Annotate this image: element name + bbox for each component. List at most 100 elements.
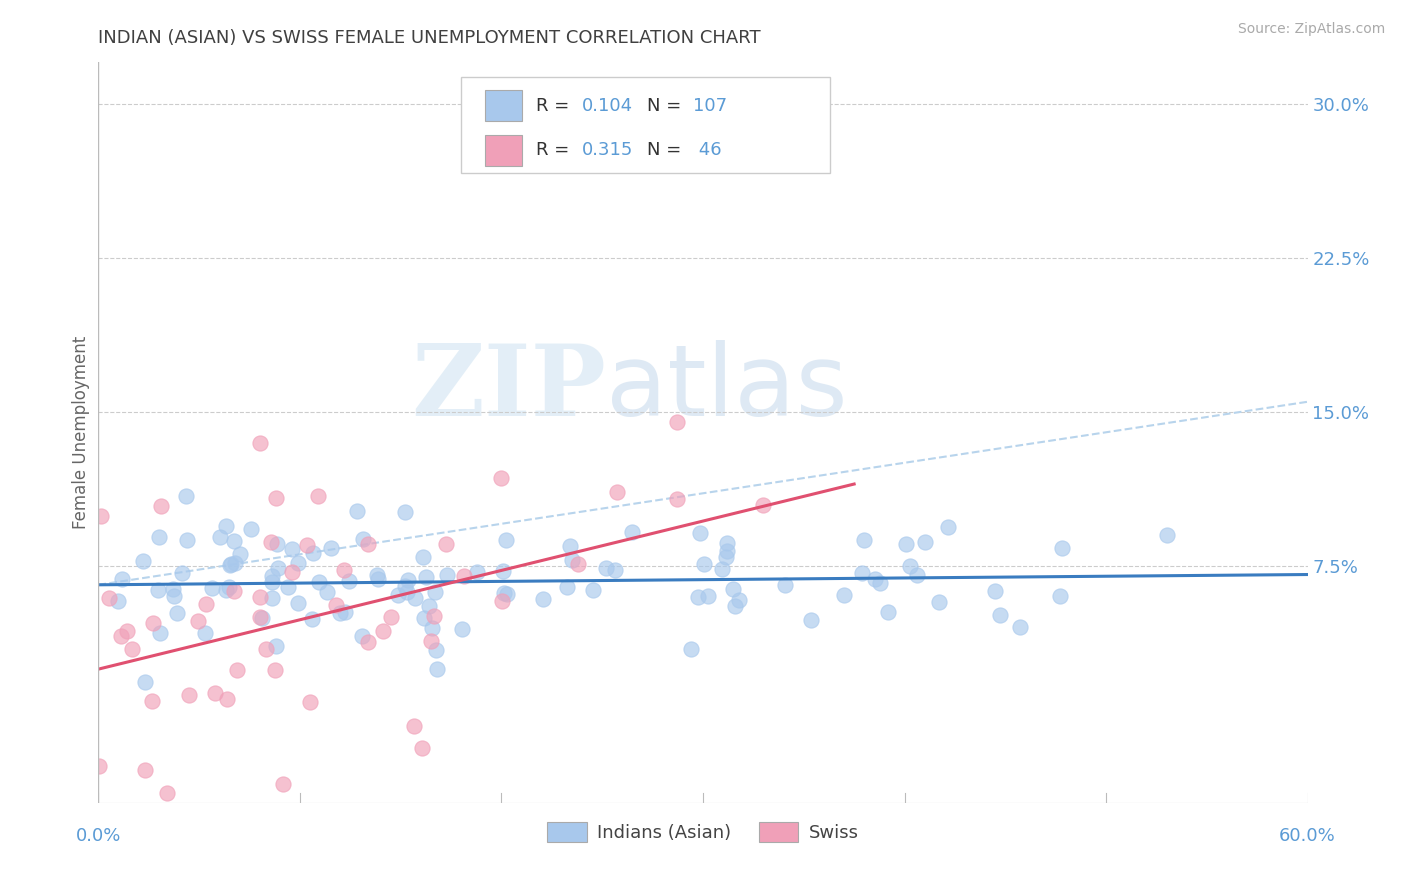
Point bbox=[853, 533, 876, 547]
Point bbox=[134, 763, 156, 777]
Point bbox=[555, 580, 578, 594]
Text: INDIAN (ASIAN) VS SWISS FEMALE UNEMPLOYMENT CORRELATION CHART: INDIAN (ASIAN) VS SWISS FEMALE UNEMPLOYM… bbox=[98, 29, 761, 47]
Point bbox=[561, 553, 583, 567]
Point bbox=[495, 586, 517, 600]
Point bbox=[413, 611, 436, 625]
Point bbox=[367, 572, 389, 586]
Point bbox=[415, 569, 437, 583]
FancyBboxPatch shape bbox=[485, 90, 522, 121]
Text: atlas: atlas bbox=[606, 340, 848, 437]
Point bbox=[307, 489, 329, 503]
Point bbox=[412, 549, 434, 564]
Point bbox=[224, 556, 246, 570]
Point bbox=[716, 549, 738, 564]
Point bbox=[721, 582, 744, 596]
Point bbox=[141, 615, 163, 630]
Point bbox=[325, 598, 347, 612]
Point bbox=[115, 624, 138, 639]
Point bbox=[422, 621, 444, 635]
Point bbox=[267, 560, 290, 574]
Point bbox=[249, 590, 271, 604]
Point bbox=[218, 580, 240, 594]
Point bbox=[404, 719, 426, 733]
Point bbox=[162, 582, 184, 596]
Point bbox=[187, 615, 209, 629]
Point bbox=[373, 624, 395, 638]
Text: 60.0%: 60.0% bbox=[1279, 828, 1336, 846]
Point bbox=[436, 568, 458, 582]
Point bbox=[204, 685, 226, 699]
Point bbox=[492, 586, 515, 600]
Point bbox=[898, 559, 921, 574]
Text: N =: N = bbox=[647, 141, 688, 160]
Point bbox=[851, 566, 873, 580]
Point bbox=[350, 629, 373, 643]
Point bbox=[453, 569, 475, 583]
Point bbox=[249, 436, 271, 450]
Text: N =: N = bbox=[647, 97, 688, 115]
Point bbox=[877, 605, 900, 619]
Point bbox=[491, 594, 513, 608]
Point bbox=[302, 546, 325, 560]
Point bbox=[90, 509, 112, 524]
Point bbox=[149, 499, 172, 513]
Point bbox=[1050, 541, 1073, 555]
Text: 46: 46 bbox=[693, 141, 721, 160]
Point bbox=[262, 591, 284, 605]
Point bbox=[665, 415, 688, 429]
Point bbox=[301, 612, 323, 626]
Point bbox=[914, 534, 936, 549]
Point bbox=[404, 591, 426, 606]
Point bbox=[240, 522, 263, 536]
FancyBboxPatch shape bbox=[485, 135, 522, 166]
Point bbox=[595, 561, 617, 575]
Point bbox=[411, 741, 433, 756]
Point bbox=[928, 595, 950, 609]
Point bbox=[896, 537, 918, 551]
Point bbox=[214, 582, 236, 597]
Point bbox=[620, 525, 643, 540]
Point bbox=[97, 591, 120, 606]
Text: R =: R = bbox=[536, 97, 575, 115]
Text: ZIP: ZIP bbox=[412, 340, 606, 437]
Point bbox=[148, 582, 170, 597]
Text: 0.315: 0.315 bbox=[582, 141, 634, 160]
Point bbox=[465, 565, 488, 579]
Point bbox=[280, 542, 302, 557]
Point bbox=[434, 537, 457, 551]
Point bbox=[420, 634, 443, 648]
Point bbox=[531, 592, 554, 607]
Point bbox=[308, 575, 330, 590]
Point bbox=[149, 625, 172, 640]
Point bbox=[1049, 590, 1071, 604]
Point bbox=[394, 505, 416, 519]
Point bbox=[560, 540, 582, 554]
Point bbox=[394, 579, 416, 593]
Y-axis label: Female Unemployment: Female Unemployment bbox=[72, 336, 90, 529]
Point bbox=[219, 558, 242, 572]
Point bbox=[606, 484, 628, 499]
Point bbox=[201, 581, 224, 595]
Point bbox=[800, 613, 823, 627]
Point bbox=[121, 641, 143, 656]
Point bbox=[693, 557, 716, 571]
Point bbox=[111, 572, 134, 586]
Point bbox=[352, 532, 374, 546]
Point bbox=[194, 598, 217, 612]
Point bbox=[163, 589, 186, 603]
Point bbox=[166, 606, 188, 620]
Point bbox=[984, 584, 1007, 599]
Point bbox=[396, 573, 419, 587]
Point bbox=[249, 610, 271, 624]
Point bbox=[936, 520, 959, 534]
Point bbox=[319, 541, 342, 555]
Point bbox=[426, 662, 449, 676]
Point bbox=[107, 594, 129, 608]
Point bbox=[228, 547, 250, 561]
Point bbox=[252, 611, 274, 625]
Point bbox=[174, 489, 197, 503]
Point bbox=[711, 562, 734, 576]
Point bbox=[337, 574, 360, 588]
Text: R =: R = bbox=[536, 141, 575, 160]
Point bbox=[425, 584, 447, 599]
